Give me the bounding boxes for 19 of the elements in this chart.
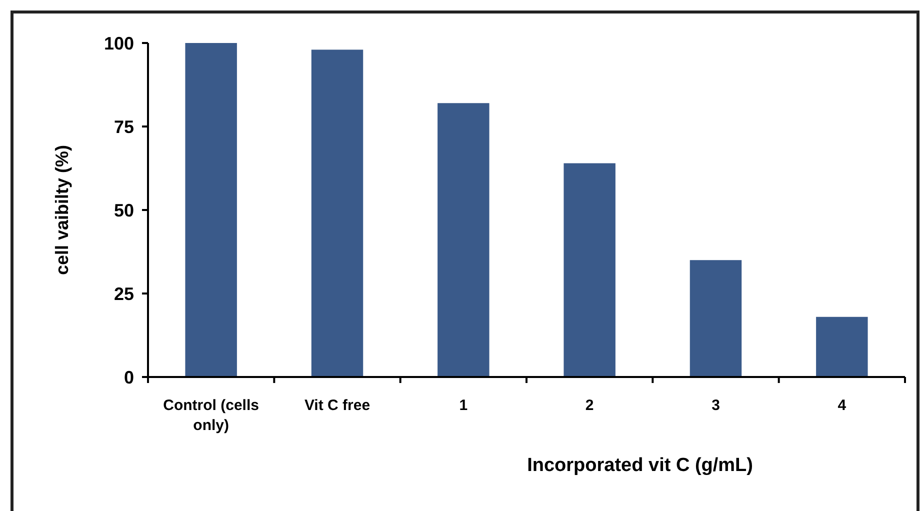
y-tick-label: 75 [114,116,134,137]
y-tick-label: 50 [114,200,134,220]
x-axis-title: Incorporated vit C (g/mL) [527,455,754,476]
x-tick-label: 1 [459,397,468,414]
x-tick-label: 3 [712,397,720,414]
bar [816,316,868,377]
bar [185,43,237,377]
y-tick-label: 100 [104,33,134,54]
x-tick-label: 4 [838,397,847,414]
y-axis-title: cell vaibilty (%) [52,144,72,276]
x-tick-label: Vit C free [304,397,370,414]
bar [690,260,742,377]
bar [564,163,616,377]
x-tick-label: 2 [585,397,594,414]
bar [438,103,490,377]
x-tick-label: Control (cells only) [163,397,260,434]
y-tick-label: 0 [124,367,134,388]
bar [311,50,364,377]
y-tick-label: 25 [114,284,134,304]
